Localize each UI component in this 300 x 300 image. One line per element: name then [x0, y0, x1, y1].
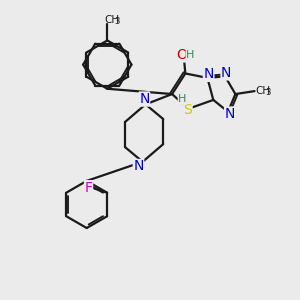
Text: F: F: [85, 181, 92, 195]
Text: H: H: [186, 50, 194, 60]
Text: N: N: [133, 160, 144, 173]
Text: 3: 3: [266, 88, 271, 98]
Text: N: N: [139, 92, 150, 106]
Text: N: N: [225, 107, 235, 121]
Text: H: H: [178, 94, 187, 104]
Text: S: S: [183, 103, 192, 117]
Text: 3: 3: [115, 17, 120, 26]
Text: CH: CH: [104, 15, 119, 25]
Text: N: N: [221, 66, 231, 80]
Text: O: O: [176, 48, 187, 62]
Text: CH: CH: [255, 86, 270, 96]
Text: N: N: [203, 67, 214, 81]
